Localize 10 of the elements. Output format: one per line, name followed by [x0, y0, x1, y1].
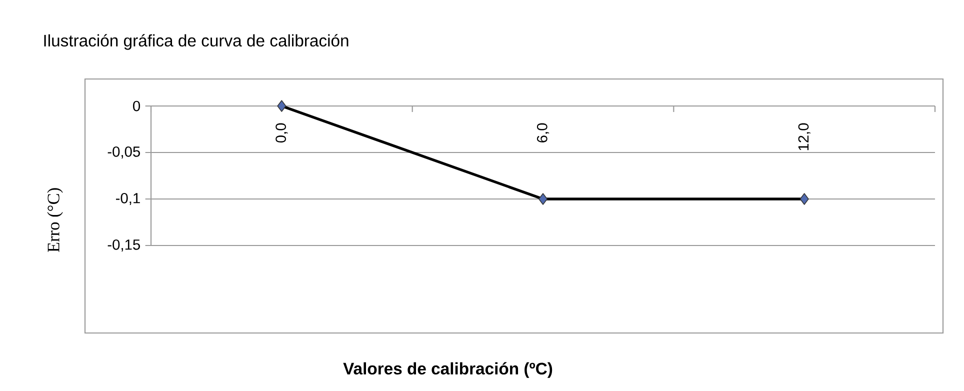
- chart-title: Ilustración gráfica de curva de calibración: [44, 34, 348, 50]
- y-tick-label: 0: [133, 100, 140, 112]
- y-tick-label: -0,1: [116, 192, 140, 206]
- x-tick-label: 6,0: [536, 123, 550, 142]
- y-axis-title: Erro (°C): [47, 188, 63, 252]
- y-tick-label: -0,05: [108, 146, 140, 159]
- y-tick-label: -0,15: [108, 239, 140, 252]
- x-tick-label: 12,0: [798, 123, 810, 150]
- text: Valores de calibración (ºC): [343, 362, 552, 378]
- x-tick-label: 0,0: [276, 123, 288, 143]
